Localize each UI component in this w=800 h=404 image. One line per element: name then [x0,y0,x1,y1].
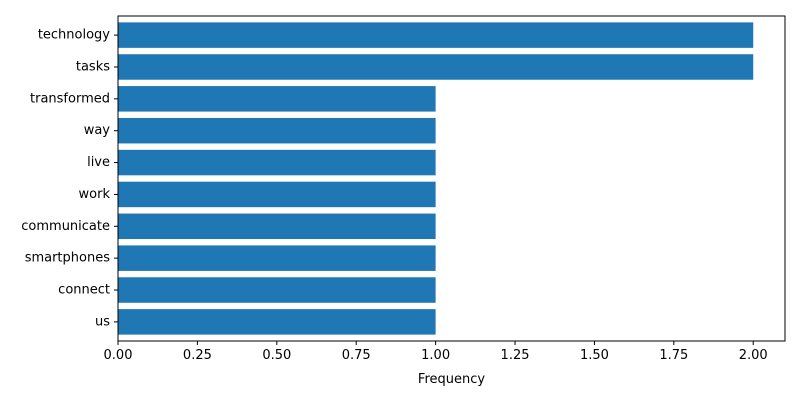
bar-us [118,309,436,335]
plot-frame [117,15,786,342]
y-tick-label-way: way [84,123,111,138]
x-tick-label: 0.50 [262,348,291,363]
bar-transformed [118,86,436,112]
x-tick-label: 1.50 [580,348,609,363]
y-tick-label-communicate: communicate [21,219,110,234]
bar-technology [118,22,754,48]
x-tick-label: 1.00 [421,348,450,363]
bar-communicate [118,213,436,240]
x-axis-ticks: 0.00 0.25 0.50 0.75 1.00 1.25 1.50 1.75 2.00 [104,341,768,363]
bars-layer [118,22,754,335]
y-tick-label-live: live [87,155,110,170]
y-tick-label-smartphones: smartphones [25,251,111,266]
bar-smartphones [118,245,436,271]
x-tick-label: 0.75 [342,348,371,363]
x-tick-label: 1.25 [501,348,530,363]
y-tick-label-technology: technology [38,28,110,43]
x-tick-label: 2.00 [739,348,768,363]
bar-way [118,117,436,144]
y-axis-ticks: technology tasks transformed way live work com… [21,28,118,329]
bar-tasks [118,54,754,80]
x-tick-label: 0.25 [183,348,212,363]
x-axis-label: Frequency [418,372,485,387]
y-tick-label-work: work [79,187,111,202]
y-tick-label-connect: connect [58,283,110,298]
y-tick-label-transformed: transformed [30,91,110,106]
bar-work [118,181,436,208]
bar-live [118,149,436,176]
y-tick-label-tasks: tasks [76,59,110,74]
x-tick-label: 0.00 [104,348,133,363]
bar-connect [118,277,436,303]
y-tick-label-us: us [95,314,110,329]
x-tick-label: 1.75 [659,348,688,363]
